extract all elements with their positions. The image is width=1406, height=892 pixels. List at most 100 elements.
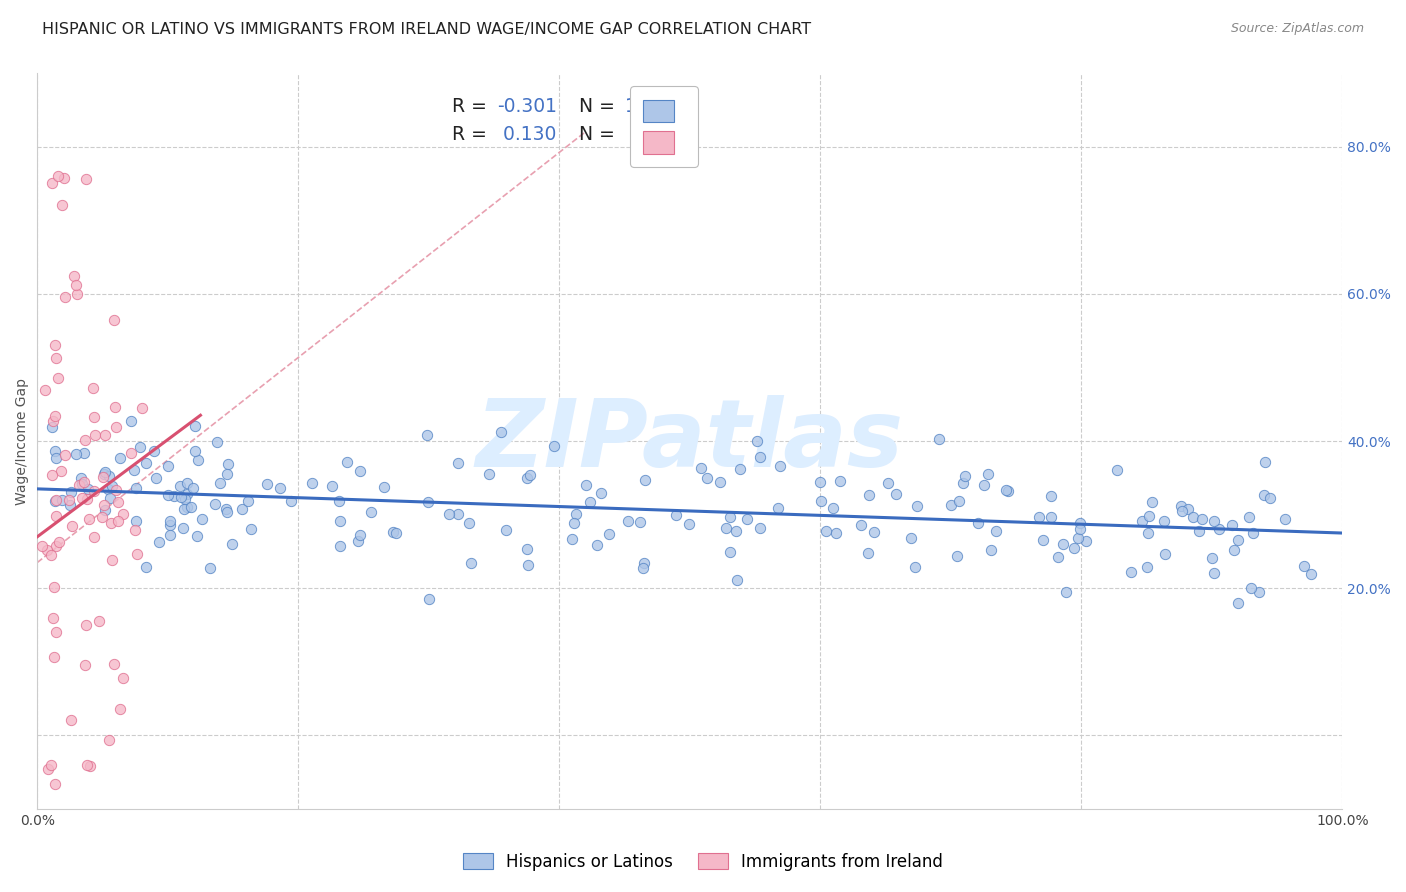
Point	[349, 464, 371, 478]
Point	[1105, 463, 1128, 477]
Point	[678, 517, 700, 532]
Point	[91, 470, 114, 484]
Point	[904, 560, 927, 574]
Point	[98, 733, 121, 747]
Point	[416, 495, 439, 509]
Point	[172, 521, 194, 535]
Point	[156, 487, 179, 501]
Point	[65, 278, 87, 293]
Point	[98, 468, 121, 483]
Point	[45, 624, 67, 639]
Point	[45, 539, 67, 553]
Point	[1063, 541, 1085, 555]
Point	[79, 759, 101, 773]
Point	[1069, 516, 1091, 530]
Point	[815, 524, 838, 538]
Point	[215, 505, 238, 519]
Point	[1222, 543, 1244, 558]
Point	[1046, 549, 1069, 564]
Point	[103, 657, 125, 671]
Point	[44, 444, 66, 458]
Point	[948, 493, 970, 508]
Point	[53, 290, 76, 304]
Point	[156, 458, 179, 473]
Point	[856, 546, 879, 560]
Point	[236, 493, 259, 508]
Point	[997, 483, 1019, 498]
Point	[575, 477, 598, 491]
Point	[159, 528, 181, 542]
Point	[769, 458, 792, 473]
Point	[104, 400, 127, 414]
Point	[1140, 495, 1163, 509]
Point	[1039, 489, 1062, 503]
Point	[1177, 502, 1199, 516]
Point	[87, 614, 110, 628]
Point	[135, 559, 157, 574]
Point	[44, 494, 66, 508]
Point	[952, 476, 974, 491]
Text: 195: 195	[624, 96, 661, 116]
Point	[1274, 512, 1296, 526]
Point	[124, 523, 146, 537]
Text: 72: 72	[624, 125, 654, 145]
Point	[184, 444, 207, 458]
Point	[690, 461, 713, 475]
Point	[84, 428, 107, 442]
Point	[876, 476, 898, 491]
Text: N =: N =	[579, 125, 621, 145]
Point	[718, 544, 741, 558]
Point	[1292, 559, 1315, 574]
Point	[329, 515, 352, 529]
Point	[39, 758, 62, 772]
Point	[269, 481, 291, 495]
Text: N =: N =	[579, 96, 621, 116]
Point	[122, 463, 145, 477]
Point	[37, 762, 59, 776]
Point	[111, 672, 134, 686]
Point	[60, 519, 83, 533]
Point	[180, 500, 202, 514]
Point	[418, 592, 440, 607]
Point	[48, 534, 70, 549]
Point	[381, 525, 404, 540]
Point	[516, 541, 538, 556]
Point	[44, 337, 66, 351]
Point	[148, 535, 170, 549]
Point	[900, 531, 922, 545]
Point	[60, 484, 83, 499]
Point	[131, 401, 153, 416]
Point	[516, 471, 538, 485]
Point	[1247, 585, 1270, 599]
Point	[42, 414, 65, 428]
Point	[458, 516, 481, 530]
Point	[828, 474, 851, 488]
Point	[634, 473, 657, 487]
Point	[107, 514, 129, 528]
Point	[1039, 509, 1062, 524]
Point	[94, 465, 117, 479]
Point	[994, 483, 1017, 497]
Point	[517, 558, 540, 573]
Point	[42, 580, 65, 594]
Point	[1299, 567, 1322, 582]
Point	[41, 468, 63, 483]
Point	[280, 494, 302, 508]
Point	[46, 371, 69, 385]
Text: ZIPatlas: ZIPatlas	[475, 395, 904, 487]
Point	[221, 537, 243, 551]
Point	[1130, 514, 1153, 528]
Legend: Hispanics or Latinos, Immigrants from Ireland: Hispanics or Latinos, Immigrants from Ir…	[454, 845, 952, 880]
Point	[94, 427, 117, 442]
Point	[256, 476, 278, 491]
Point	[100, 516, 122, 530]
Point	[145, 471, 167, 485]
Point	[709, 475, 731, 490]
Point	[103, 313, 125, 327]
Point	[170, 491, 193, 505]
Point	[747, 434, 769, 448]
Point	[884, 487, 907, 501]
Point	[129, 440, 152, 454]
Point	[67, 478, 90, 492]
Point	[696, 471, 718, 485]
